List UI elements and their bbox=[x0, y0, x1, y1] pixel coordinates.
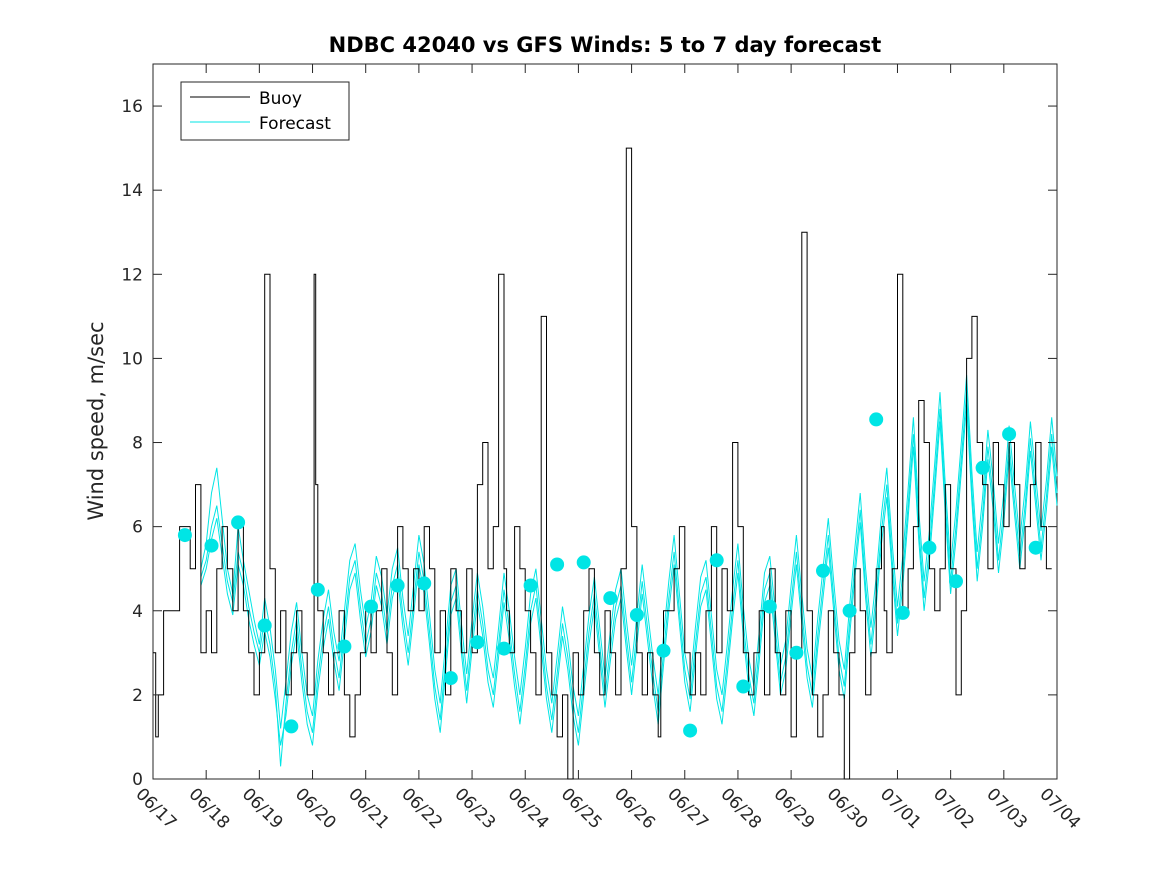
forecast-markers bbox=[177, 412, 1043, 738]
x-tick-label: 06/20 bbox=[291, 784, 340, 833]
x-tick-label: 06/24 bbox=[504, 784, 553, 833]
x-tick-label: 07/01 bbox=[876, 784, 925, 833]
y-tick-label: 8 bbox=[132, 434, 143, 454]
forecast-line-1 bbox=[200, 375, 1058, 729]
x-tick-label: 06/21 bbox=[344, 784, 393, 833]
forecast-marker bbox=[417, 576, 432, 591]
forecast-line-2 bbox=[200, 392, 1058, 767]
forecast-marker bbox=[337, 639, 352, 654]
forecast-marker bbox=[1002, 427, 1017, 442]
buoy-series-line bbox=[153, 147, 1052, 780]
forecast-marker bbox=[284, 719, 299, 734]
forecast-marker bbox=[949, 574, 963, 589]
forecast-marker bbox=[895, 605, 910, 620]
forecast-marker bbox=[257, 618, 272, 633]
x-tick-label: 06/29 bbox=[770, 784, 819, 833]
forecast-marker bbox=[629, 608, 644, 622]
x-tick-label: 06/18 bbox=[185, 784, 234, 833]
forecast-marker bbox=[523, 578, 538, 593]
x-tick-label: 06/30 bbox=[823, 784, 872, 833]
plot-area: 06/17 06/18 06/19 06/20 06/21 06/22 06/23 06/24… bbox=[121, 63, 1084, 833]
x-tick-label: 06/28 bbox=[716, 784, 765, 833]
legend-buoy-label: Buoy bbox=[259, 89, 302, 109]
legend-forecast-label: Forecast bbox=[259, 114, 331, 134]
y-tick-label: 10 bbox=[121, 349, 143, 369]
forecast-marker bbox=[789, 645, 804, 660]
forecast-marker bbox=[231, 515, 246, 530]
chart-title: NDBC 42040 vs GFS Winds: 5 to 7 day fore… bbox=[329, 33, 882, 57]
forecast-marker bbox=[975, 460, 990, 475]
forecast-marker bbox=[683, 723, 698, 738]
forecast-marker bbox=[390, 578, 405, 593]
x-tick-label: 07/02 bbox=[929, 784, 978, 833]
forecast-marker bbox=[470, 635, 485, 650]
x-tick-label: 06/26 bbox=[610, 784, 659, 833]
buoy-line bbox=[153, 147, 1052, 780]
y-tick-label: 12 bbox=[121, 265, 143, 285]
x-tick-label: 07/03 bbox=[982, 784, 1031, 833]
y-tick-label: 0 bbox=[132, 770, 143, 790]
forecast-marker bbox=[842, 603, 857, 618]
forecast-marker bbox=[1028, 540, 1043, 555]
forecast-marker bbox=[364, 599, 378, 614]
x-tick-label: 06/19 bbox=[238, 784, 287, 833]
y-tick-label: 2 bbox=[132, 686, 143, 706]
x-tick-label: 06/27 bbox=[663, 784, 712, 833]
forecast-marker bbox=[736, 679, 751, 694]
x-tick-label: 06/17 bbox=[131, 784, 180, 833]
y-tick-label: 4 bbox=[132, 602, 143, 622]
forecast-marker bbox=[603, 591, 618, 606]
y-tick-label: 6 bbox=[132, 518, 143, 538]
legend: Buoy Forecast bbox=[180, 81, 350, 141]
x-tick-label: 06/22 bbox=[397, 784, 446, 833]
forecast-marker bbox=[497, 641, 511, 656]
legend-box bbox=[180, 81, 350, 141]
forecast-marker bbox=[310, 582, 325, 597]
forecast-marker bbox=[177, 528, 192, 543]
y-axis-ticks: 0 2 4 6 8 10 12 14 16 bbox=[121, 97, 1057, 790]
forecast-marker bbox=[443, 671, 458, 686]
x-tick-label: 06/23 bbox=[451, 784, 500, 833]
forecast-marker bbox=[656, 643, 671, 658]
forecast-marker bbox=[550, 557, 565, 572]
y-tick-label: 14 bbox=[121, 181, 143, 201]
forecast-marker bbox=[762, 599, 777, 614]
forecast-marker bbox=[922, 540, 937, 555]
forecast-marker bbox=[869, 412, 884, 427]
forecast-marker bbox=[816, 563, 830, 578]
x-tick-label: 07/04 bbox=[1035, 784, 1084, 833]
forecast-marker bbox=[204, 538, 219, 553]
y-tick-label: 16 bbox=[121, 97, 143, 117]
y-axis-label: Wind speed, m/sec bbox=[84, 321, 108, 520]
x-tick-label: 06/25 bbox=[557, 784, 606, 833]
forecast-marker bbox=[709, 553, 724, 568]
forecast-marker bbox=[576, 555, 591, 570]
